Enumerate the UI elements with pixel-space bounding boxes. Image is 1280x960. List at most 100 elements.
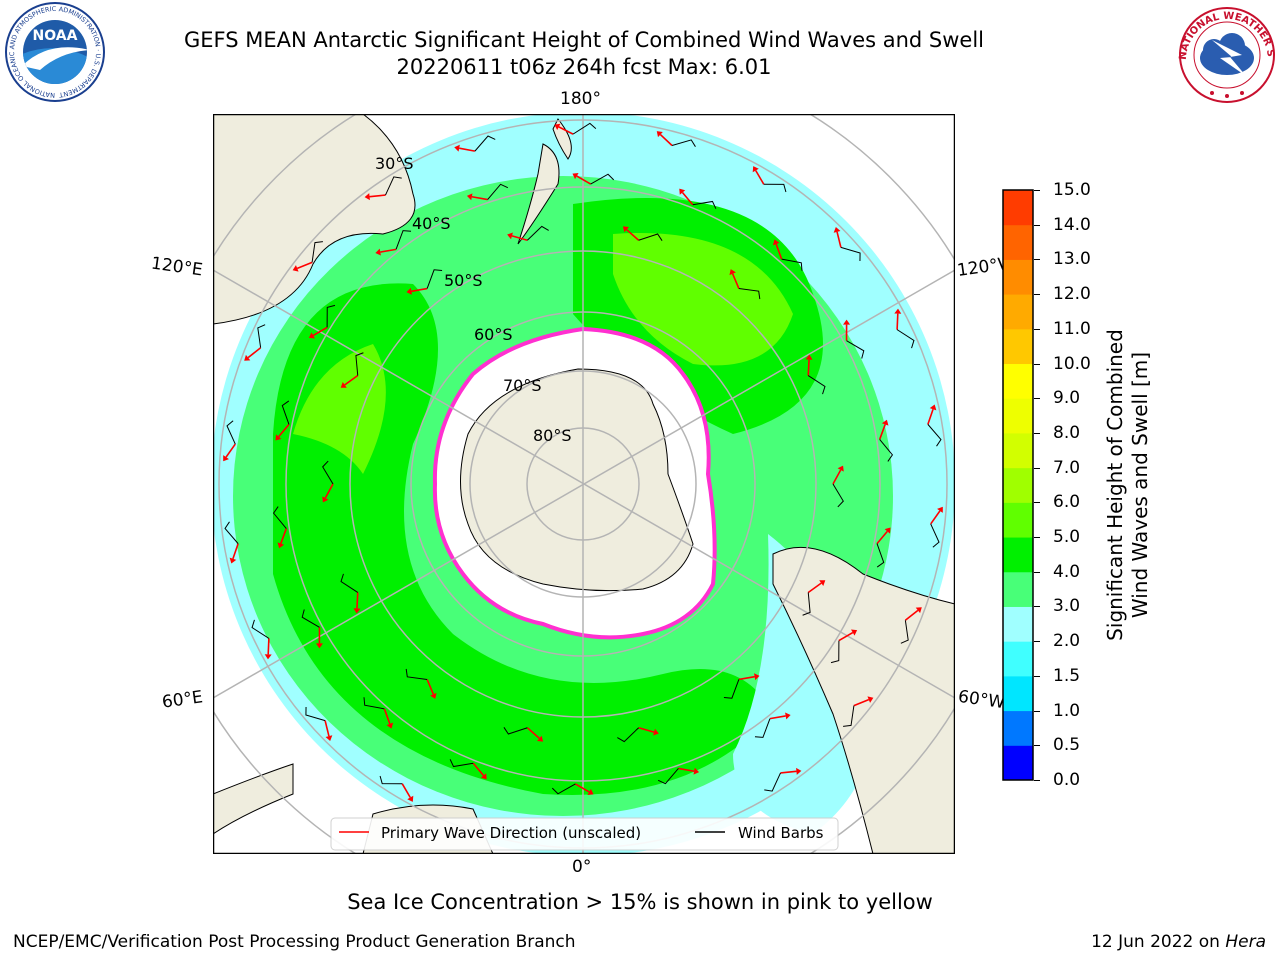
wind-barb — [405, 668, 428, 680]
australia-landmass — [213, 114, 416, 325]
wave-arrow — [576, 175, 592, 185]
colorbar-band — [1003, 641, 1033, 677]
colorbar-tick-label: 8.0 — [1053, 422, 1081, 443]
wave-arrow-head — [277, 542, 285, 549]
colorbar-tick-label: 15.0 — [1053, 180, 1091, 200]
wind-barb — [224, 521, 239, 544]
wave-arrow-head — [386, 722, 394, 729]
wave-arrow — [738, 675, 755, 681]
wave-arrow-head — [364, 193, 370, 201]
colorbar-band — [1003, 606, 1033, 642]
colorbar-tick-label: 10.0 — [1053, 353, 1091, 374]
colorbar-tick-label: 3.0 — [1053, 596, 1081, 617]
wave-arrow-head — [843, 319, 851, 325]
wave-arrow — [807, 359, 810, 376]
colorbar-tick-mark — [1034, 502, 1040, 504]
colorbar-tick-mark — [1034, 328, 1040, 330]
wave-arrow-head — [772, 239, 780, 246]
footer-date: 12 Jun 2022 on Hera — [1091, 932, 1266, 952]
wave-arrow — [369, 194, 386, 198]
colorbar-band — [1003, 294, 1033, 330]
colorbar-label-line1: Significant Height of Combined — [1103, 329, 1127, 641]
wind-barb — [340, 573, 359, 593]
legend-wave-label: Primary Wave Direction (unscaled) — [381, 824, 641, 842]
colorbar-tick-label: 5.0 — [1053, 527, 1081, 548]
wave-arrow-head — [353, 608, 361, 614]
wave-arrow-head — [322, 496, 329, 503]
wave-arrow-head — [537, 735, 544, 742]
wind-barb — [671, 139, 696, 147]
wave-arrow-head — [325, 735, 333, 742]
wave-arrow-head — [881, 419, 889, 426]
lat-label-30s: 30°S — [375, 154, 414, 173]
wave-arrow — [267, 638, 270, 655]
wave-arrow — [232, 543, 239, 560]
wave-arrow — [526, 727, 540, 739]
wind-barb — [226, 420, 236, 445]
wave-arrow — [904, 609, 919, 621]
wave-arrow — [459, 147, 476, 152]
nws-logo: NATIONAL WEATHER SERVICE — [1172, 0, 1276, 103]
wind-barb — [764, 772, 781, 792]
wave-arrow — [681, 192, 694, 206]
wave-arrow — [838, 631, 854, 642]
wave-arrow — [511, 235, 528, 242]
wave-arrow — [278, 423, 290, 438]
colorbar-tick-mark — [1034, 537, 1040, 539]
wind-barb — [395, 230, 412, 250]
wave-arrow-head — [454, 144, 460, 152]
wave-arrow — [411, 287, 428, 293]
wind-barb — [896, 329, 915, 349]
wave-arrow — [836, 231, 842, 248]
sea-ice-note: Sea Ice Concentration > 15% is shown in … — [347, 890, 933, 914]
wave-arrow — [280, 528, 288, 544]
colorbar-tick-label: 13.0 — [1053, 249, 1091, 270]
wave-arrow — [807, 582, 822, 594]
lat-label-40s: 40°S — [412, 214, 451, 233]
wind-barb — [379, 775, 403, 785]
wind-barb — [272, 506, 287, 529]
wave-arrow-head — [785, 712, 791, 720]
wave-arrow-head — [851, 629, 858, 636]
wind-barb — [322, 460, 334, 485]
wave-arrow — [471, 195, 488, 201]
colorbar — [1002, 189, 1034, 781]
wave-arrow — [324, 483, 334, 499]
colorbar-tick-label: 1.5 — [1053, 665, 1081, 686]
wind-barb — [474, 135, 496, 152]
wind-barb — [572, 122, 597, 135]
colorbar-band — [1003, 398, 1033, 434]
colorbar-tick-label: 9.0 — [1053, 388, 1081, 409]
wind-barb — [385, 176, 402, 196]
colorbar-frame — [1002, 189, 1034, 781]
lon-label-60e: 60°E — [160, 687, 205, 713]
colorbar-tick-label: 7.0 — [1053, 457, 1081, 478]
wind-barb — [617, 727, 639, 743]
wave-arrow-head — [693, 767, 700, 775]
wave-arrow-head — [430, 692, 437, 699]
colorbar-tick-mark — [1034, 224, 1040, 226]
wind-barb — [930, 523, 940, 548]
wind-barb — [355, 352, 364, 376]
noaa-logo-text: NOAA — [33, 28, 78, 44]
wind-barb — [843, 705, 855, 727]
colorbar-tick-mark — [1034, 710, 1040, 712]
colorbar-tick-mark — [1034, 745, 1040, 747]
lat-label-70s: 70°S — [503, 376, 542, 395]
wind-barb — [426, 269, 443, 289]
wave-arrow-head — [819, 580, 826, 586]
wave-arrow-head — [837, 465, 844, 472]
wave-arrow-head — [308, 332, 315, 339]
noaa-logo: NATIONAL OCEANIC AND ATMOSPHERIC ADMINIS… — [0, 0, 105, 102]
wind-barb — [363, 697, 385, 710]
wave-arrow-head — [622, 226, 629, 233]
south-africa-landmass — [213, 763, 294, 835]
wind-barb — [830, 640, 840, 664]
colorbar-tick-mark — [1034, 675, 1040, 677]
wind-barb — [738, 288, 761, 300]
wave-arrow-head — [375, 248, 381, 256]
wave-arrow — [324, 720, 330, 737]
wave-arrow — [896, 313, 899, 330]
wind-barb — [846, 340, 865, 359]
wave-arrow — [225, 443, 236, 458]
